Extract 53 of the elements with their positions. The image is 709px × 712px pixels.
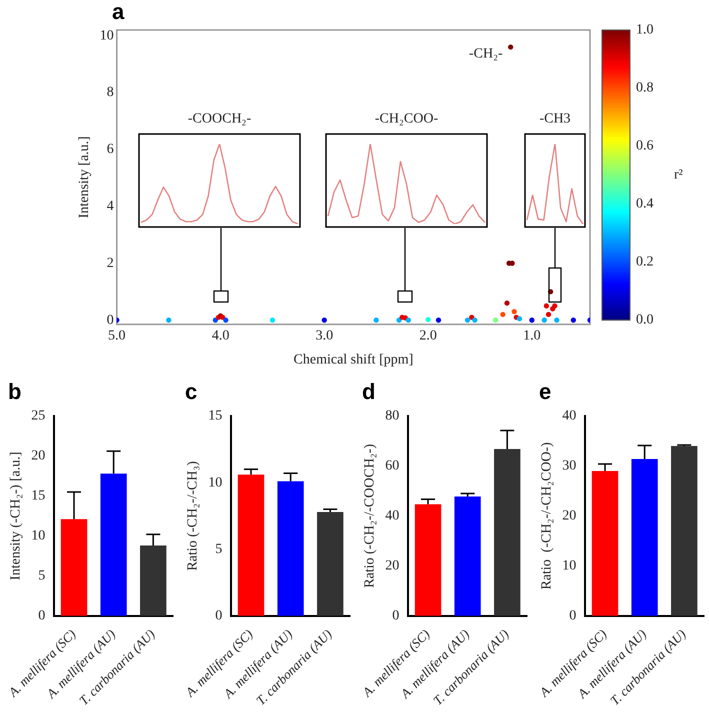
y-tick-label: 8 bbox=[106, 85, 114, 100]
chart-title: -COOCH₂- bbox=[188, 112, 252, 127]
color-bar-label: 0.4 bbox=[636, 196, 654, 212]
color-bar-label: 0.8 bbox=[636, 80, 654, 96]
y-tick-label: 15 bbox=[31, 488, 46, 504]
y-tick-label: 10 bbox=[208, 475, 222, 490]
color-bar-label: 0.2 bbox=[636, 254, 654, 270]
y-tick-label: 15 bbox=[208, 408, 222, 424]
y-tick-label: 2 bbox=[106, 256, 114, 271]
chart-title: b bbox=[8, 379, 22, 404]
x-tick-label: 1.0 bbox=[523, 328, 541, 344]
x-axis-title: Chemical shift [ppm] bbox=[294, 352, 414, 368]
color-bar-label: 0.6 bbox=[636, 138, 654, 154]
color-bar-label: 0.0 bbox=[636, 312, 654, 328]
y-tick-label: 20 bbox=[562, 508, 576, 524]
y-tick-label: 0 bbox=[392, 608, 400, 624]
y-axis-title: Ratio (-CH₂-/-CH₂COO-) bbox=[539, 442, 554, 590]
y-tick-label: 60 bbox=[385, 458, 400, 474]
x-tick-label: 3.0 bbox=[316, 328, 334, 344]
y-tick-label: 0 bbox=[38, 608, 46, 624]
y-tick-label: 30 bbox=[562, 458, 576, 474]
y-axis-title: Intensity [a.u.] bbox=[77, 136, 92, 218]
chart-title: -CH3 bbox=[539, 112, 571, 127]
y-tick-label: 10 bbox=[31, 528, 46, 544]
x-tick-label: 5.0 bbox=[108, 328, 126, 344]
y-tick-label: 0 bbox=[569, 608, 576, 624]
x-tick-label: 2.0 bbox=[419, 328, 437, 344]
y-tick-label: 5 bbox=[215, 542, 222, 557]
y-tick-label: 40 bbox=[385, 508, 400, 524]
chart-title: a bbox=[112, 0, 125, 24]
y-tick-label: 40 bbox=[562, 408, 576, 424]
y-tick-label: 0 bbox=[106, 312, 114, 328]
y-axis-title: Intensity (-CH₂-) [a.u.] bbox=[8, 452, 24, 580]
annotation: -CH₂- bbox=[468, 46, 503, 62]
color-bar-title: r² bbox=[674, 168, 683, 183]
chart-title: -CH₂COO- bbox=[374, 112, 438, 127]
y-tick-label: 20 bbox=[385, 558, 400, 574]
y-tick-label: 5 bbox=[38, 568, 46, 584]
y-tick-label: 20 bbox=[31, 448, 46, 464]
y-tick-label: 0 bbox=[215, 608, 222, 624]
chart-title: c bbox=[185, 379, 198, 404]
y-tick-label: 25 bbox=[31, 408, 46, 424]
y-tick-label: 4 bbox=[106, 199, 114, 214]
chart-title: e bbox=[539, 379, 552, 404]
y-axis-title: Ratio (-CH₂-/-COOCH₂-) bbox=[362, 444, 378, 588]
chart-title: d bbox=[362, 379, 376, 404]
y-tick-label: 6 bbox=[106, 142, 114, 158]
y-tick-label: 10 bbox=[562, 558, 576, 574]
x-tick-label: 4.0 bbox=[212, 328, 230, 344]
y-tick-label: 80 bbox=[385, 408, 400, 424]
y-axis-title: Ratio (-CH₂-/-CH₃) bbox=[185, 460, 200, 571]
color-bar-label: 1.0 bbox=[636, 22, 654, 38]
y-tick-label: 10 bbox=[100, 28, 114, 44]
